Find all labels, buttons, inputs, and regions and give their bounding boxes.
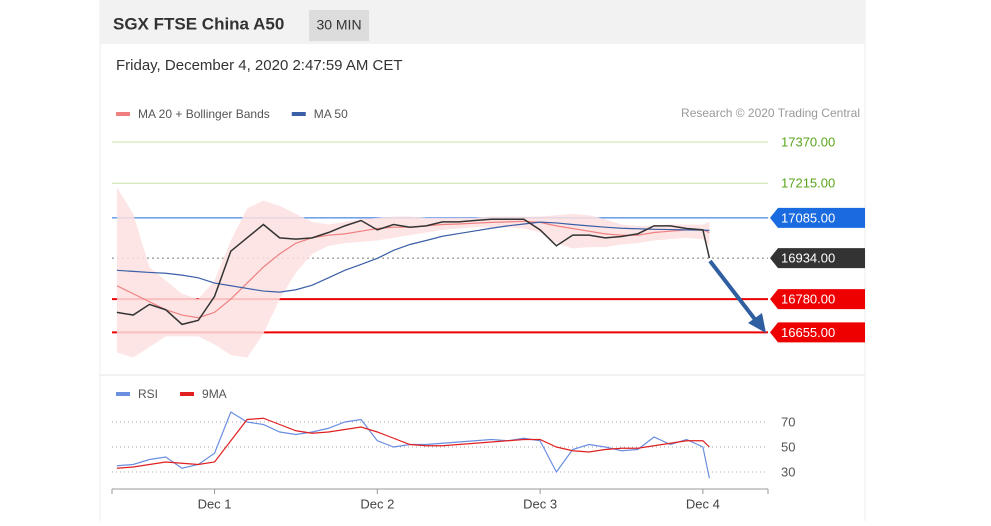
x-tick-label: Dec 3 (523, 496, 557, 511)
level-tag (770, 248, 865, 269)
credit: Research © 2020 Trading Central (681, 106, 860, 120)
y-tick-label: 50 (781, 439, 795, 454)
level-tag (770, 207, 865, 228)
indicator-line (116, 221, 710, 293)
interval-button[interactable] (309, 10, 369, 41)
forecast-arrow (708, 259, 766, 333)
level-label: 16655.00 (781, 325, 835, 340)
y-tick-label: 70 (781, 414, 795, 429)
level-label: 16934.00 (781, 251, 835, 266)
level-label: 16780.00 (781, 292, 835, 307)
legend-label: MA 20 + Bollinger Bands (138, 107, 270, 121)
legend-label: MA 50 (314, 107, 348, 121)
indicator-line (116, 411, 710, 479)
x-tick-label: Dec 4 (686, 496, 720, 511)
level-label: 17215.00 (781, 176, 835, 191)
level-label: 17085.00 (781, 210, 835, 225)
interval-label[interactable]: 30 MIN (316, 17, 361, 33)
x-tick-label: Dec 2 (360, 496, 394, 511)
legend-label: 9MA (202, 387, 227, 401)
y-tick-label: 30 (781, 464, 795, 479)
rsi-chart: 30 50 70 Dec 1 Dec 2 Dec 3 Dec 4 RSI 9MA (111, 387, 795, 511)
title: SGX FTSE China A50 (113, 14, 284, 33)
timestamp: Friday, December 4, 2020 2:47:59 AM CET (116, 57, 403, 74)
level-tag (770, 322, 865, 343)
x-tick-label: Dec 1 (198, 496, 232, 511)
level-label: 17370.00 (781, 134, 835, 149)
price-chart: 17370.00 17215.00 17085.00 16934.00 16780.00… (112, 107, 865, 358)
header-bar (100, 0, 865, 44)
level-tag (770, 289, 865, 310)
legend-label: RSI (138, 387, 158, 401)
arrow-shaft (708, 259, 759, 324)
arrow-head (748, 313, 766, 333)
price-line (116, 218, 711, 326)
indicator-line (116, 417, 710, 469)
bollinger-band (116, 187, 710, 358)
